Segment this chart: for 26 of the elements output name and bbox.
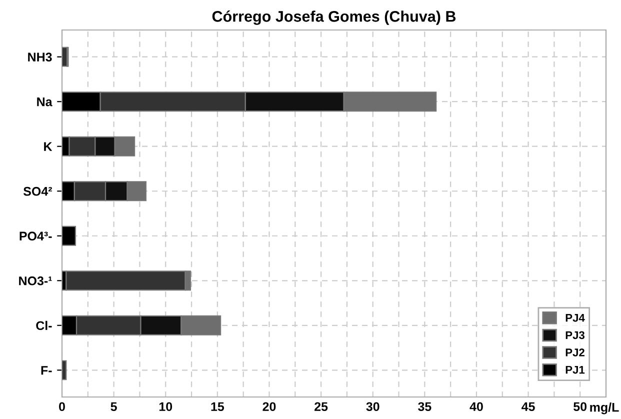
y-tick-label: PO4³-: [20, 232, 52, 241]
x-tick-label: 20: [262, 402, 276, 412]
y-tick-label: Cl-: [36, 320, 52, 330]
chart-title: Córrego Josefa Gomes (Chuva) B: [212, 10, 456, 25]
y-tick-label: Na: [37, 98, 52, 106]
y-tick-label: NH3: [28, 52, 52, 62]
x-tick-label: 0: [59, 402, 65, 412]
y-tick-label: K: [44, 142, 52, 151]
x-tick-label: 50: [574, 402, 587, 412]
x-tick-label: 25: [314, 402, 328, 412]
y-tick-label: NO3-¹: [19, 276, 52, 286]
y-tick-label: SO4²: [23, 186, 52, 196]
x-tick-label: 30: [366, 402, 380, 412]
legend-label: PJ3: [566, 331, 584, 340]
bar: [62, 360, 67, 380]
legend-label: PJ4: [566, 314, 585, 322]
y-tick-label: F-: [41, 366, 52, 375]
x-tick-label: 5: [110, 402, 117, 412]
x-tick-label: 45: [522, 402, 535, 412]
legend-label: PJ1: [566, 366, 585, 374]
x-tick-label: 40: [470, 402, 483, 412]
legend-label: PJ2: [566, 348, 584, 356]
x-tick-label: 35: [418, 402, 432, 412]
x-tick-label: 10: [159, 402, 172, 412]
x-tick-label: 15: [211, 402, 224, 412]
x-axis-title: mg/L: [590, 402, 619, 414]
